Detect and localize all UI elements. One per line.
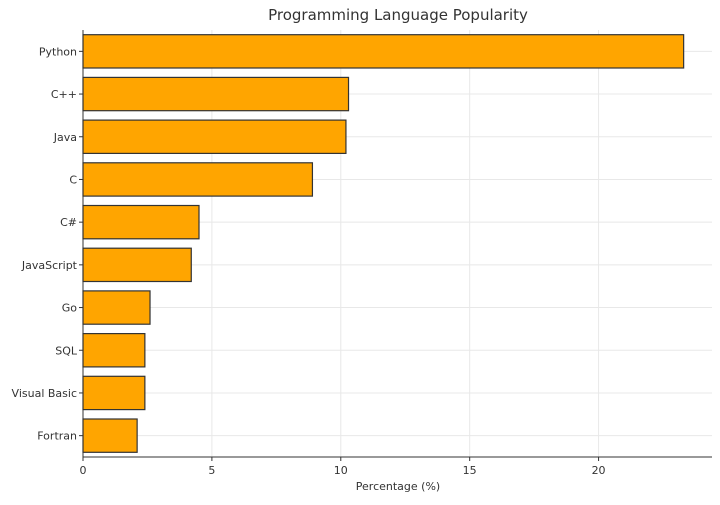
y-tick-label-1: C++ — [51, 88, 77, 101]
y-tick-label-6: Go — [62, 302, 78, 315]
y-tick-label-0: Python — [39, 45, 77, 58]
chart-title: Programming Language Popularity — [268, 6, 528, 24]
y-tick-label-4: C# — [60, 216, 77, 229]
y-tick-label-2: Java — [53, 131, 77, 144]
x-tick-label-4: 20 — [592, 464, 606, 477]
x-tick-label-2: 10 — [334, 464, 348, 477]
bar-sql — [82, 332, 146, 368]
bar-javascript — [82, 247, 192, 283]
bars — [82, 34, 685, 453]
bar-fortran — [82, 418, 138, 453]
bar-go — [82, 290, 151, 325]
bar-c- — [82, 76, 350, 112]
bar-c — [82, 162, 314, 197]
y-tick-label-9: Fortran — [37, 430, 77, 443]
bar-java — [82, 119, 347, 155]
y-tick-label-8: Visual Basic — [12, 387, 77, 400]
bar-c- — [82, 204, 200, 240]
x-tick-label-0: 0 — [80, 464, 87, 477]
x-axis-label: Percentage (%) — [356, 480, 440, 493]
y-tick-label-3: C — [69, 173, 77, 186]
x-tick-label-1: 5 — [208, 464, 215, 477]
bar-visual-basic — [82, 375, 146, 411]
tick-labels: 0 5 10 15 20 Python C++ Java C C# JavaScript Go SQL V… — [12, 45, 606, 477]
axes — [79, 30, 712, 461]
bar-python — [82, 34, 685, 69]
y-tick-label-5: JavaScript — [21, 259, 78, 272]
x-tick-label-3: 15 — [463, 464, 477, 477]
y-tick-label-7: SQL — [55, 344, 78, 357]
